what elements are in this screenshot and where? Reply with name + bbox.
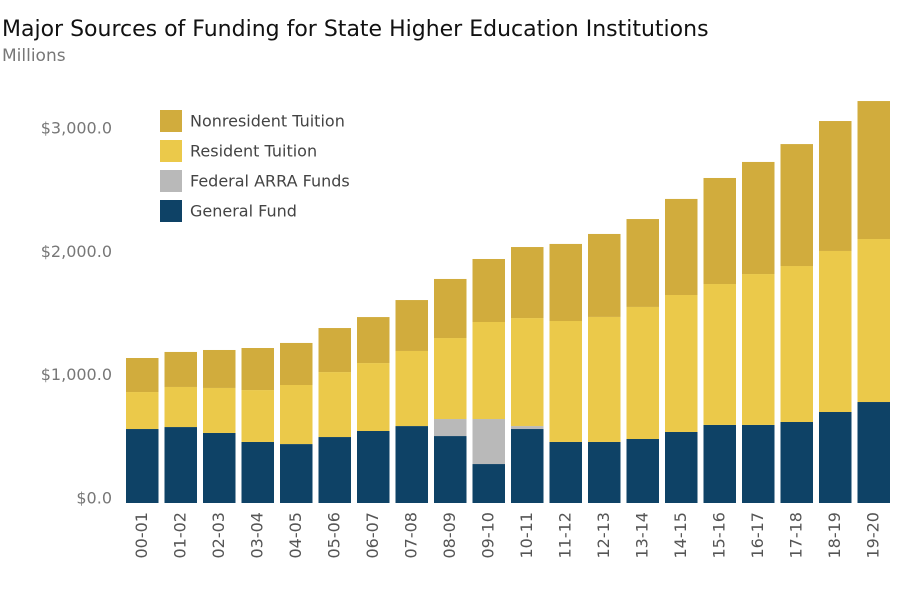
- x-tick-label: 09-10: [478, 512, 497, 559]
- bar-segment: [665, 431, 698, 503]
- legend-swatch: [160, 170, 182, 192]
- bar-segment: [318, 437, 351, 503]
- bar-segment: [703, 424, 736, 503]
- legend-label: Nonresident Tuition: [190, 112, 345, 131]
- x-tick-label: 01-02: [170, 512, 189, 559]
- bar-segment: [241, 390, 274, 442]
- chart-title: Major Sources of Funding for State Highe…: [2, 17, 709, 42]
- x-tick-label: 14-15: [671, 512, 690, 559]
- bar-segment: [164, 351, 197, 387]
- bar-segment: [357, 317, 390, 364]
- bar-segment: [241, 441, 274, 503]
- bar-segment: [857, 239, 890, 403]
- bar-segment: [126, 357, 159, 393]
- bar-segment: [511, 429, 544, 503]
- bar-segment: [280, 342, 313, 386]
- bar-segment: [780, 144, 813, 267]
- x-tick-label: 16-17: [748, 512, 767, 559]
- x-tick-label: 04-05: [286, 512, 305, 559]
- bar-segment: [318, 328, 351, 373]
- x-tick-label: 11-12: [555, 512, 574, 559]
- bar-segment: [511, 247, 544, 319]
- x-tick-label: 00-01: [132, 512, 151, 559]
- bar-segment: [857, 402, 890, 503]
- x-tick-label: 07-08: [401, 512, 420, 559]
- x-tick-label: 17-18: [786, 512, 805, 559]
- bar-segment: [742, 424, 775, 503]
- bar-segment: [472, 321, 505, 420]
- bar-segment: [511, 426, 544, 430]
- x-tick-label: 05-06: [324, 512, 343, 559]
- bar-segment: [665, 198, 698, 295]
- bar-segment: [742, 161, 775, 275]
- bar-segment: [819, 412, 852, 503]
- bar-segment: [857, 101, 890, 240]
- bar-segment: [780, 266, 813, 422]
- bar-segment: [588, 316, 621, 442]
- legend-swatch: [160, 110, 182, 132]
- bar-segment: [588, 233, 621, 317]
- x-tick-label: 08-09: [440, 512, 459, 559]
- legend-label: Resident Tuition: [190, 142, 317, 161]
- legend-swatch: [160, 200, 182, 222]
- y-tick-label: $1,000.0: [41, 365, 112, 384]
- bar-segment: [434, 338, 467, 420]
- bar-segment: [203, 432, 236, 503]
- bar-segment: [395, 300, 428, 351]
- legend-swatch: [160, 140, 182, 162]
- bar-segment: [819, 121, 852, 251]
- bar-segment: [434, 436, 467, 503]
- bar-segment: [280, 385, 313, 445]
- x-tick-label: 15-16: [709, 512, 728, 559]
- x-tick-label: 18-19: [825, 512, 844, 559]
- legend-label: Federal ARRA Funds: [190, 172, 350, 191]
- bar-segment: [395, 350, 428, 427]
- bar-segment: [549, 243, 582, 322]
- chart-subtitle: Millions: [2, 46, 66, 66]
- bar-segment: [357, 363, 390, 431]
- bar-segment: [780, 421, 813, 503]
- bar-segment: [357, 430, 390, 503]
- bar-segment: [819, 250, 852, 413]
- x-tick-label: 10-11: [517, 512, 536, 559]
- bar-segment: [126, 429, 159, 503]
- bar-segment: [626, 439, 659, 503]
- bar-segment: [511, 318, 544, 427]
- bar-segment: [703, 177, 736, 285]
- y-tick-label: $0.0: [76, 489, 112, 508]
- x-tick-label: 13-14: [632, 512, 651, 559]
- bar-segment: [588, 441, 621, 503]
- bar-segment: [203, 387, 236, 433]
- bar-segment: [395, 426, 428, 503]
- bar-segment: [472, 464, 505, 503]
- bar-segment: [626, 306, 659, 440]
- bar-segment: [626, 219, 659, 307]
- bar-segment: [434, 278, 467, 339]
- x-tick-label: 19-20: [863, 512, 882, 559]
- bar-segment: [164, 427, 197, 503]
- bar-segment: [280, 444, 313, 503]
- bar-segment: [126, 392, 159, 430]
- x-tick-label: 03-04: [247, 512, 266, 559]
- bar-segment: [472, 258, 505, 322]
- bar-segment: [549, 321, 582, 442]
- x-tick-label: 02-03: [209, 512, 228, 559]
- bar-segment: [203, 349, 236, 388]
- bar-segment: [434, 419, 467, 437]
- x-tick-label: 06-07: [363, 512, 382, 559]
- bar-segment: [164, 386, 197, 428]
- legend-label: General Fund: [190, 202, 297, 221]
- bar-segment: [318, 372, 351, 438]
- bar-segment: [241, 348, 274, 391]
- x-tick-label: 12-13: [594, 512, 613, 559]
- bar-segment: [549, 441, 582, 503]
- bar-segment: [472, 419, 505, 465]
- bar-segment: [742, 274, 775, 425]
- bar-segment: [703, 284, 736, 425]
- y-tick-label: $2,000.0: [41, 242, 112, 261]
- y-tick-label: $3,000.0: [41, 119, 112, 138]
- bar-segment: [665, 294, 698, 432]
